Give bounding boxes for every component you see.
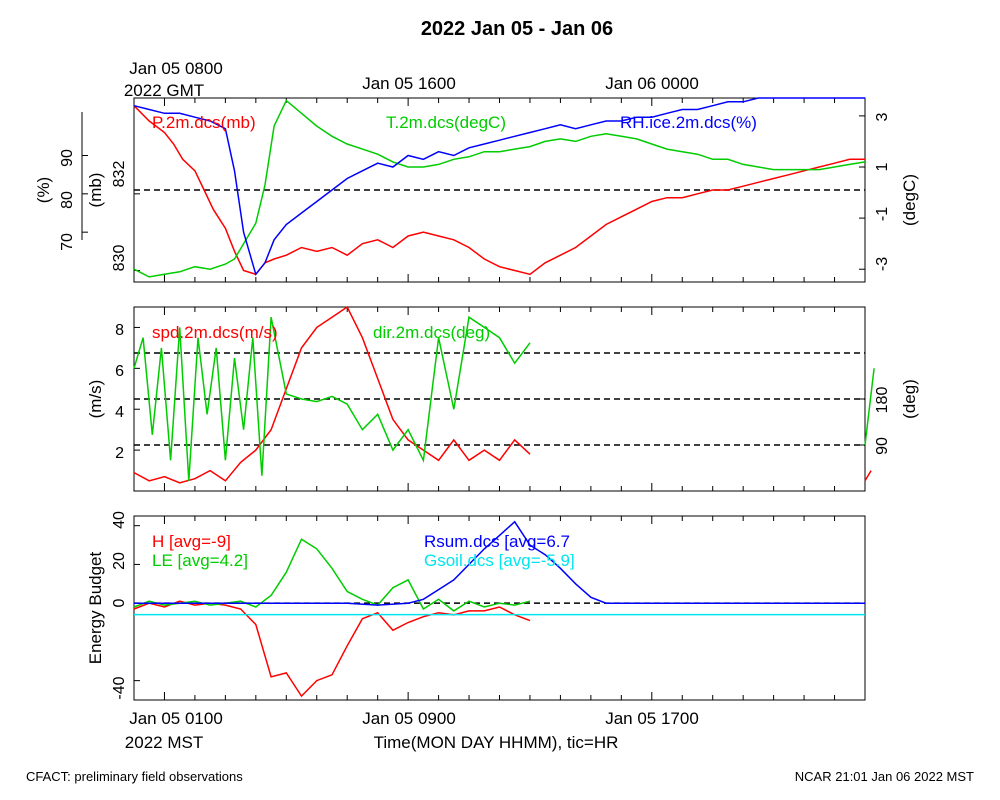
legend-entry: RH.ice.2m.dcs(%) <box>620 113 757 132</box>
legend-entry: P.2m.dcs(mb) <box>152 113 256 132</box>
top-axis-first-label: Jan 05 0800 <box>129 59 223 78</box>
tick-label: 2 <box>115 445 124 462</box>
legend-entry: Rsum.dcs [avg=6.7 <box>424 532 570 551</box>
series-lines <box>133 97 875 698</box>
bottom-axis-first-sublabel: 2022 MST <box>125 733 203 752</box>
tick-label: 8 <box>115 322 124 339</box>
legend-entry: spd.2m.dcs(m/s) <box>152 323 278 342</box>
legend-entry: LE [avg=4.2] <box>152 551 248 570</box>
tick-label: -3 <box>874 257 891 271</box>
series-line-rsum-dcs <box>134 520 865 606</box>
legend-entry: H [avg=-9] <box>152 532 231 551</box>
series-line-t-2m-dcs-degc <box>133 99 866 278</box>
top-axis-label: Jan 06 0000 <box>605 74 699 93</box>
tick-label: 40 <box>111 511 128 529</box>
tick-label: -1 <box>874 207 891 221</box>
tick-label: 832 <box>111 161 128 188</box>
tick-label: 4 <box>115 404 124 421</box>
panel-2-left-label: (m/s) <box>86 380 105 419</box>
series-line-rh-ice-2m-dcs <box>133 97 865 276</box>
chart-title: 2022 Jan 05 - Jan 06 <box>421 18 613 40</box>
tick-label: 80 <box>59 191 76 209</box>
series-line-spd-2m-dcs-m-s <box>133 305 531 484</box>
panel-1-left-outer-label: (%) <box>34 177 53 203</box>
bottom-axis-label: Jan 05 1700 <box>605 709 699 728</box>
footer-left: CFACT: preliminary field observations <box>26 769 243 784</box>
footer-right: NCAR 21:01 Jan 06 2022 MST <box>795 769 974 784</box>
tick-label: -40 <box>111 676 128 699</box>
legend-entry: Gsoil.dcs [avg=-5.9] <box>424 551 575 570</box>
tick-label: 6 <box>115 363 124 380</box>
series-line-dir-2m-dcs-deg <box>133 315 531 481</box>
tick-label: 830 <box>111 245 128 272</box>
tick-label: 70 <box>59 233 76 251</box>
bottom-axis-first-label: Jan 05 0100 <box>129 709 223 728</box>
tick-label: 1 <box>874 162 891 171</box>
tick-label: 90 <box>874 437 891 455</box>
top-axis-label: Jan 05 1600 <box>362 74 456 93</box>
series-line-dir-2m-dcs-deg-segment <box>864 368 875 446</box>
tick-label: 3 <box>874 112 891 121</box>
series-line-h <box>133 600 531 698</box>
panel-3-y-label: Energy Budget <box>86 551 105 664</box>
top-axis-first-sublabel: 2022 GMT <box>124 81 204 100</box>
series-line-p-2m-dcs-mb <box>133 105 865 276</box>
panel-1-right-label: (degC) <box>900 174 919 226</box>
series-line-spd-2m-dcs-m-s-segment <box>864 470 872 482</box>
bottom-axis-label: Jan 05 0900 <box>362 709 456 728</box>
x-axis-title: Time(MON DAY HHMM), tic=HR <box>374 733 619 752</box>
tick-label: 0 <box>111 598 128 607</box>
panel-1-left-inner-label: (mb) <box>86 173 105 208</box>
tick-label: 20 <box>111 552 128 570</box>
tick-label: 90 <box>59 149 76 167</box>
panel-2-right-label: (deg) <box>900 379 919 419</box>
legend-entry: dir.2m.dcs(deg) <box>373 323 490 342</box>
legend-entry: T.2m.dcs(degC) <box>386 113 506 132</box>
tick-label: 180 <box>874 387 891 414</box>
